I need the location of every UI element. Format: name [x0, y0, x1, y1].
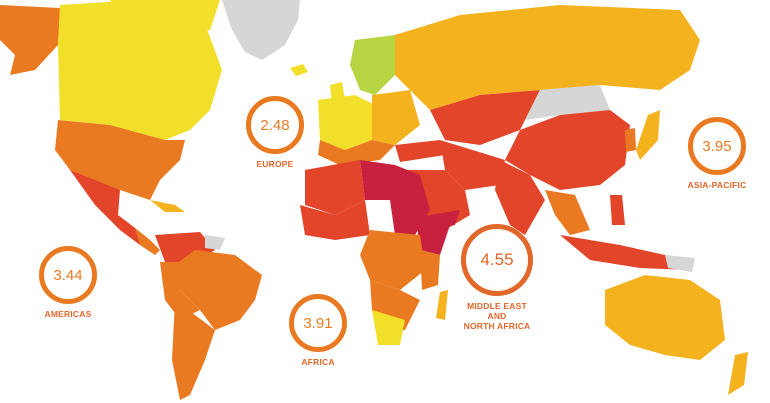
iceland — [290, 64, 308, 76]
guianas — [205, 235, 225, 250]
japan — [636, 110, 660, 160]
africa-score: 3.91 — [303, 314, 333, 332]
greenland — [222, 0, 300, 60]
americas-score: 3.44 — [53, 266, 83, 284]
middle-east-score: 4.55 — [480, 250, 514, 269]
region-middle-east: 4.55 MIDDLE EAST AND NORTH AFRICA — [455, 224, 539, 331]
iran-afghanistan — [440, 140, 505, 190]
libya — [360, 160, 400, 200]
scandinavia — [350, 35, 395, 95]
central-africa — [360, 230, 425, 290]
middle-east-score-ring: 4.55 — [461, 224, 533, 296]
middle-east-label-line: NORTH AFRICA — [463, 321, 531, 331]
indonesia — [560, 235, 690, 270]
caribbean — [150, 200, 185, 212]
china — [505, 110, 630, 190]
alaska — [0, 5, 60, 75]
argentina-chile — [172, 300, 215, 400]
region-americas: 3.44 AMERICAS — [30, 246, 106, 319]
east-africa — [420, 250, 440, 290]
peru-bolivia — [160, 262, 200, 320]
europe-score-ring: 2.48 — [246, 96, 304, 154]
region-europe: 2.48 EUROPE — [237, 96, 313, 169]
western-europe — [318, 95, 375, 150]
north-africa-west — [305, 160, 365, 215]
brazil — [175, 250, 262, 330]
png — [665, 255, 695, 272]
canada-islands — [110, 0, 220, 35]
india — [495, 160, 545, 235]
region-asia-pacific: 3.95 ASIA-PACIFIC — [675, 117, 759, 190]
eastern-europe — [372, 90, 420, 145]
europe-label: EUROPE — [256, 159, 294, 169]
americas-label: AMERICAS — [44, 309, 92, 319]
asia-pacific-score-ring: 3.95 — [688, 117, 746, 175]
central-america — [135, 228, 160, 255]
americas-score-ring: 3.44 — [39, 246, 97, 304]
uk-ireland — [330, 82, 345, 105]
australia — [605, 275, 725, 360]
new-zealand — [728, 352, 748, 395]
southeast-asia — [545, 190, 590, 235]
canada — [58, 0, 222, 140]
madagascar — [436, 290, 448, 320]
mexico — [70, 170, 150, 245]
africa-label: AFRICA — [301, 357, 335, 367]
russia — [395, 5, 700, 110]
region-africa: 3.91 AFRICA — [280, 294, 356, 367]
southern-europe — [318, 140, 395, 165]
central-asia — [430, 90, 540, 145]
middle-east-label-line: AND — [487, 311, 507, 321]
middle-east-label-line: MIDDLE EAST — [467, 301, 527, 311]
philippines — [610, 195, 625, 225]
korea — [625, 128, 636, 152]
south-africa — [372, 310, 405, 345]
middle-east-label: MIDDLE EAST AND NORTH AFRICA — [455, 301, 539, 331]
africa-score-ring: 3.91 — [289, 294, 347, 352]
horn-of-africa — [415, 210, 450, 255]
west-africa — [300, 200, 370, 240]
asia-pacific-score: 3.95 — [702, 137, 732, 155]
turkey — [395, 140, 445, 162]
asia-pacific-label: ASIA-PACIFIC — [687, 180, 747, 190]
europe-score: 2.48 — [260, 116, 290, 134]
mongolia — [525, 85, 610, 120]
